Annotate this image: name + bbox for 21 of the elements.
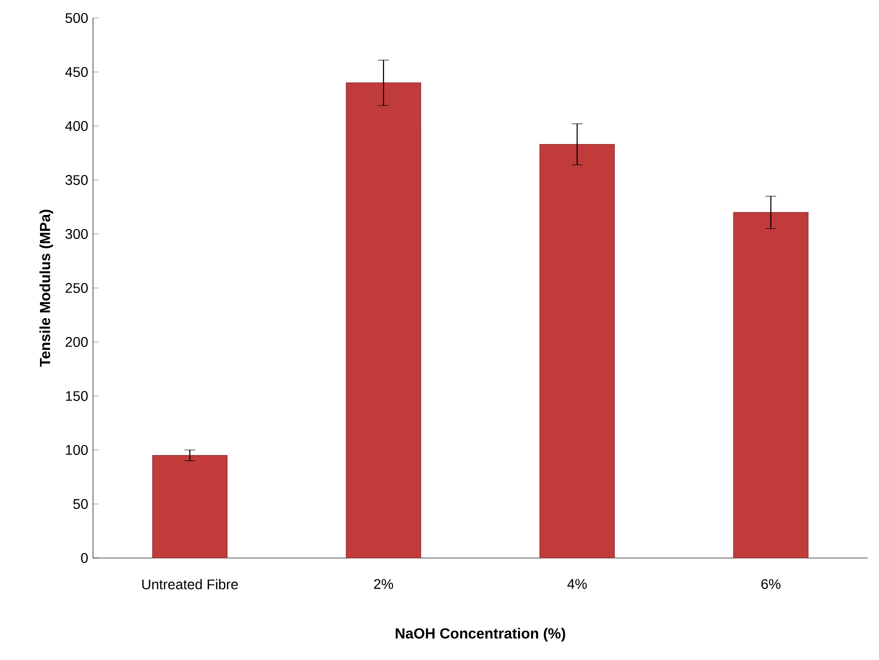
y-tick-label: 0 — [81, 553, 88, 563]
x-tick-label: 6% — [761, 579, 780, 589]
y-axis-title: Tensile Modulus (MPa) — [39, 210, 54, 367]
y-tick-label: 350 — [65, 175, 88, 185]
y-tick-label: 500 — [66, 13, 88, 23]
y-tick-label: 100 — [66, 445, 88, 455]
bar — [152, 455, 228, 558]
x-tick-label: 2% — [374, 579, 394, 589]
x-tick-label: 4% — [567, 579, 587, 589]
bar — [346, 82, 422, 558]
x-tick-label: Untreated Fibre — [142, 579, 238, 590]
y-tick-label: 300 — [65, 229, 88, 239]
bar — [540, 144, 615, 558]
bar — [733, 212, 808, 558]
y-tick-label: 450 — [65, 67, 88, 77]
y-tick-label: 50 — [73, 499, 88, 509]
x-axis-title: NaOH Concentration (%) — [396, 628, 566, 642]
y-tick-label: 150 — [66, 391, 88, 401]
y-tick-label: 200 — [66, 337, 88, 347]
y-tick-label: 250 — [66, 283, 88, 293]
y-tick-label: 400 — [65, 121, 88, 131]
